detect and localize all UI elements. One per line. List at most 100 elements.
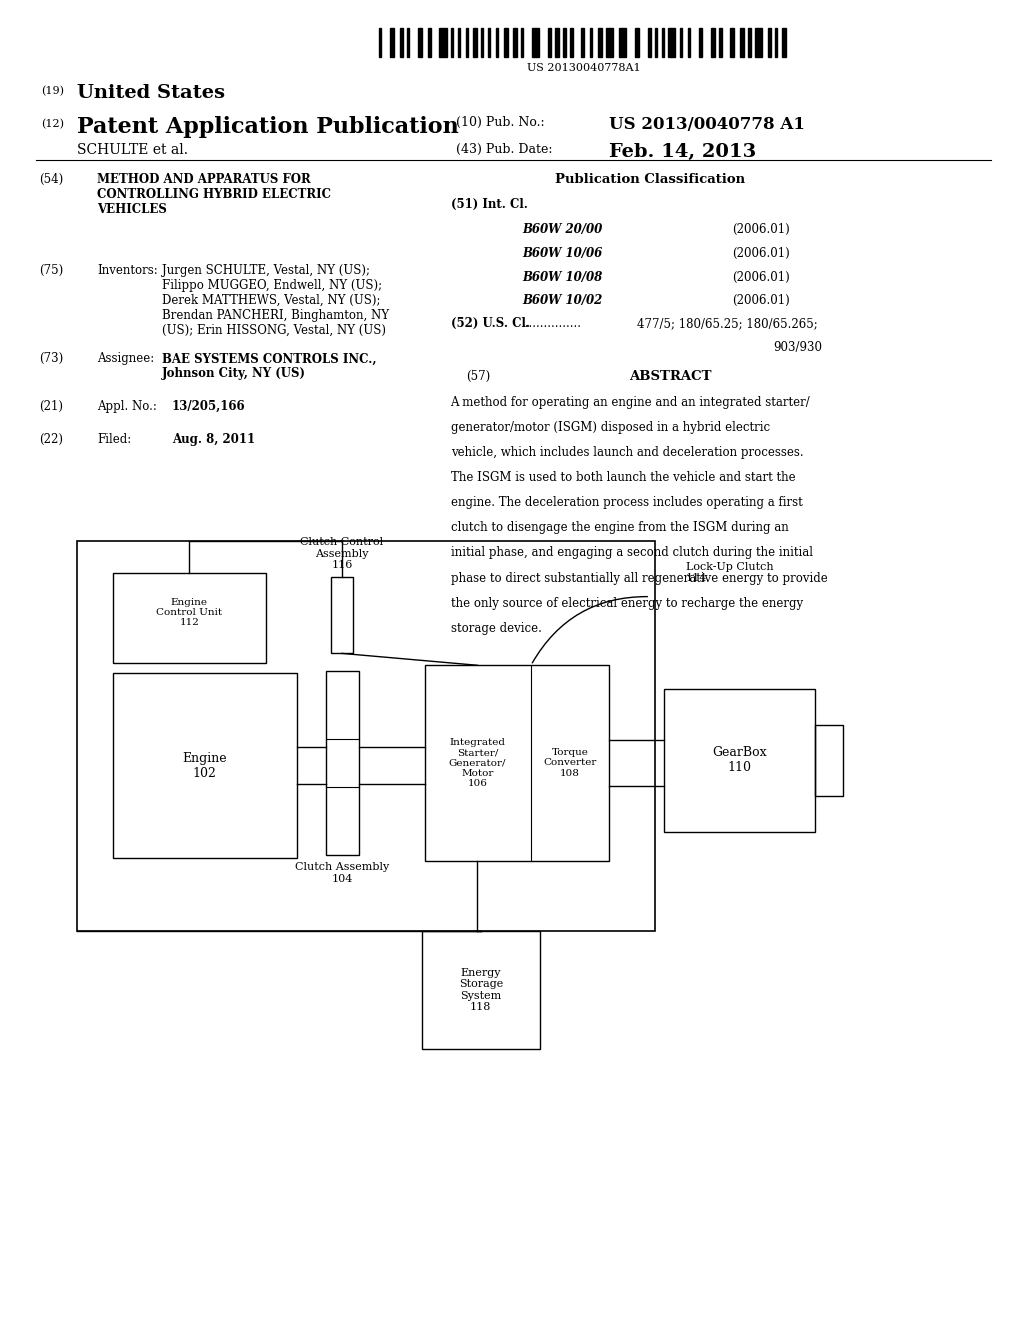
Bar bbox=[815, 725, 843, 796]
Bar bbox=[428, 28, 431, 57]
Text: BAE SYSTEMS CONTROLS INC.,
Johnson City, NY (US): BAE SYSTEMS CONTROLS INC., Johnson City,… bbox=[162, 352, 376, 380]
Text: phase to direct substantially all regenerative energy to provide: phase to direct substantially all regene… bbox=[451, 572, 827, 585]
Text: Assignee:: Assignee: bbox=[97, 352, 155, 366]
Bar bbox=[326, 671, 359, 855]
Bar bbox=[407, 28, 410, 57]
Text: A method for operating an engine and an integrated starter/: A method for operating an engine and an … bbox=[451, 396, 810, 409]
Bar bbox=[664, 689, 815, 832]
Text: GearBox
110: GearBox 110 bbox=[712, 746, 767, 775]
Bar bbox=[451, 28, 454, 57]
Bar bbox=[481, 28, 483, 57]
Text: Patent Application Publication: Patent Application Publication bbox=[77, 116, 459, 139]
Text: Inventors:: Inventors: bbox=[97, 264, 158, 277]
Text: (52) U.S. Cl.: (52) U.S. Cl. bbox=[451, 317, 529, 330]
Bar bbox=[390, 28, 394, 57]
Text: (2006.01): (2006.01) bbox=[732, 247, 790, 260]
Bar bbox=[496, 28, 499, 57]
Text: (54): (54) bbox=[39, 173, 63, 186]
Text: vehicle, which includes launch and deceleration processes.: vehicle, which includes launch and decel… bbox=[451, 446, 803, 459]
Text: (2006.01): (2006.01) bbox=[732, 294, 790, 308]
Bar bbox=[425, 665, 609, 861]
Text: 477/5; 180/65.25; 180/65.265;: 477/5; 180/65.25; 180/65.265; bbox=[637, 317, 818, 330]
Text: United States: United States bbox=[77, 84, 225, 103]
Bar bbox=[473, 28, 477, 57]
Text: B60W 10/06: B60W 10/06 bbox=[522, 247, 602, 260]
Text: (2006.01): (2006.01) bbox=[732, 223, 790, 236]
Bar bbox=[113, 573, 266, 663]
Bar bbox=[756, 28, 763, 57]
Text: Engine
Control Unit
112: Engine Control Unit 112 bbox=[157, 598, 222, 627]
Bar bbox=[466, 28, 468, 57]
Bar bbox=[563, 28, 566, 57]
Bar bbox=[487, 28, 490, 57]
Bar bbox=[781, 28, 785, 57]
Bar bbox=[768, 28, 771, 57]
Text: generator/motor (ISGM) disposed in a hybrid electric: generator/motor (ISGM) disposed in a hyb… bbox=[451, 421, 770, 434]
Text: SCHULTE et al.: SCHULTE et al. bbox=[77, 143, 187, 157]
Text: Appl. No.:: Appl. No.: bbox=[97, 400, 157, 413]
Bar bbox=[662, 28, 665, 57]
Bar bbox=[620, 28, 627, 57]
Text: initial phase, and engaging a second clutch during the initial: initial phase, and engaging a second clu… bbox=[451, 546, 813, 560]
Text: (73): (73) bbox=[39, 352, 63, 366]
Text: US 20130040778A1: US 20130040778A1 bbox=[527, 63, 640, 74]
Text: Jurgen SCHULTE, Vestal, NY (US);
Filippo MUGGEO, Endwell, NY (US);
Derek MATTHEW: Jurgen SCHULTE, Vestal, NY (US); Filippo… bbox=[162, 264, 389, 337]
Text: Torque
Converter
108: Torque Converter 108 bbox=[544, 748, 597, 777]
Bar bbox=[669, 28, 676, 57]
Text: Clutch Assembly
104: Clutch Assembly 104 bbox=[295, 862, 390, 883]
Bar bbox=[699, 28, 701, 57]
Bar bbox=[635, 28, 639, 57]
Bar bbox=[379, 28, 381, 57]
Bar bbox=[422, 931, 540, 1049]
Bar bbox=[719, 28, 722, 57]
Bar bbox=[654, 28, 657, 57]
Bar bbox=[606, 28, 613, 57]
Bar bbox=[513, 28, 517, 57]
Text: Clutch Control
Assembly
116: Clutch Control Assembly 116 bbox=[300, 537, 384, 570]
Text: (57): (57) bbox=[466, 370, 490, 383]
Text: B60W 20/00: B60W 20/00 bbox=[522, 223, 602, 236]
Bar bbox=[582, 28, 584, 57]
Bar bbox=[711, 28, 715, 57]
Text: METHOD AND APPARATUS FOR
CONTROLLING HYBRID ELECTRIC
VEHICLES: METHOD AND APPARATUS FOR CONTROLLING HYB… bbox=[97, 173, 332, 216]
Text: Integrated
Starter/
Generator/
Motor
106: Integrated Starter/ Generator/ Motor 106 bbox=[449, 738, 506, 788]
Text: (51) Int. Cl.: (51) Int. Cl. bbox=[451, 198, 527, 211]
Text: Filed:: Filed: bbox=[97, 433, 131, 446]
Bar bbox=[113, 673, 297, 858]
Text: Lock-Up Clutch
114: Lock-Up Clutch 114 bbox=[686, 562, 774, 583]
Text: 13/205,166: 13/205,166 bbox=[172, 400, 246, 413]
Text: US 2013/0040778 A1: US 2013/0040778 A1 bbox=[609, 116, 805, 133]
Bar bbox=[521, 28, 523, 57]
Text: the only source of electrical energy to recharge the energy: the only source of electrical energy to … bbox=[451, 597, 803, 610]
Bar bbox=[458, 28, 460, 57]
Bar bbox=[532, 28, 540, 57]
Text: The ISGM is used to both launch the vehicle and start the: The ISGM is used to both launch the vehi… bbox=[451, 471, 796, 484]
Text: Aug. 8, 2011: Aug. 8, 2011 bbox=[172, 433, 255, 446]
Bar bbox=[749, 28, 751, 57]
Bar bbox=[400, 28, 402, 57]
Bar bbox=[77, 541, 655, 931]
Text: B60W 10/08: B60W 10/08 bbox=[522, 271, 602, 284]
Text: Energy
Storage
System
118: Energy Storage System 118 bbox=[459, 968, 503, 1012]
Text: ABSTRACT: ABSTRACT bbox=[630, 370, 712, 383]
Bar bbox=[590, 28, 592, 57]
Text: (19): (19) bbox=[41, 86, 63, 96]
Bar bbox=[740, 28, 744, 57]
Bar bbox=[439, 28, 446, 57]
Bar bbox=[504, 28, 508, 57]
Bar bbox=[331, 577, 353, 653]
Text: (22): (22) bbox=[39, 433, 62, 446]
Text: (2006.01): (2006.01) bbox=[732, 271, 790, 284]
Bar bbox=[730, 28, 734, 57]
Text: clutch to disengage the engine from the ISGM during an: clutch to disengage the engine from the … bbox=[451, 521, 788, 535]
Bar bbox=[648, 28, 650, 57]
Text: (75): (75) bbox=[39, 264, 63, 277]
Bar bbox=[418, 28, 422, 57]
Bar bbox=[548, 28, 551, 57]
Bar bbox=[688, 28, 690, 57]
Text: 903/930: 903/930 bbox=[773, 341, 822, 354]
Bar bbox=[570, 28, 572, 57]
Text: (12): (12) bbox=[41, 119, 63, 129]
Text: (21): (21) bbox=[39, 400, 62, 413]
Text: (43) Pub. Date:: (43) Pub. Date: bbox=[456, 143, 552, 156]
